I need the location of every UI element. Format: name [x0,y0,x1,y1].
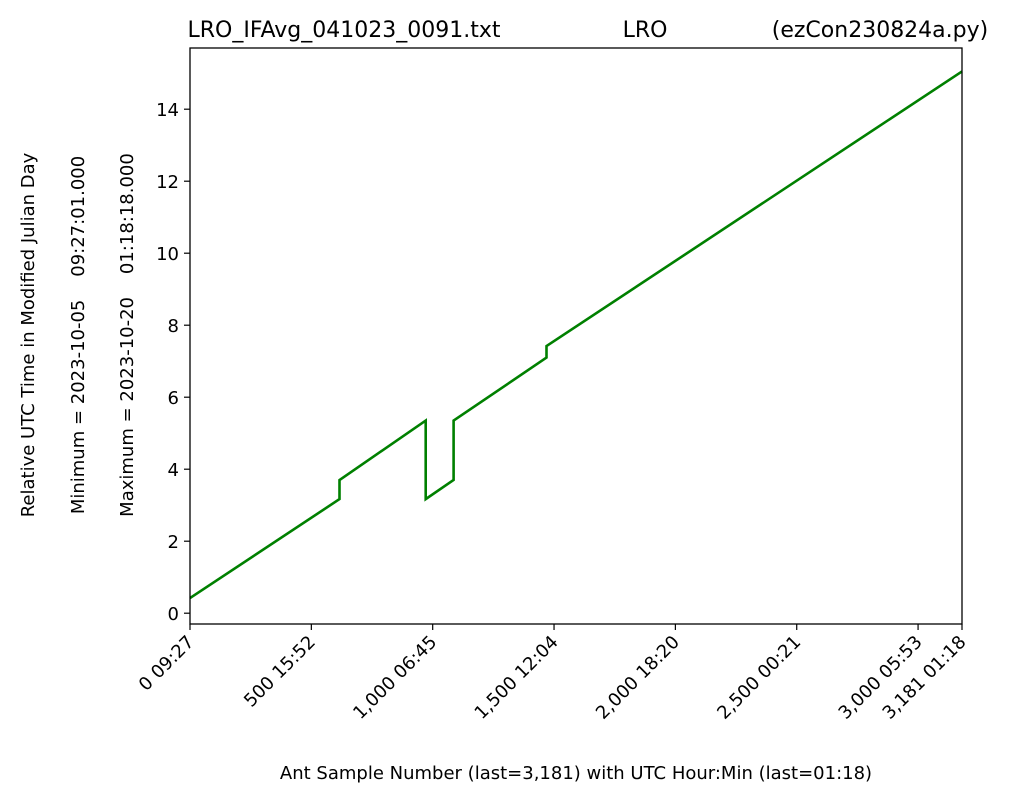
y-axis-maximum-label: Maximum = 2023-10-20 01:18:18.000 [117,153,138,517]
y-axis-minimum-label: Minimum = 2023-10-05 09:27:01.000 [68,156,89,514]
y-tick-label: 14 [156,100,179,121]
x-axis-label: Ant Sample Number (last=3,181) with UTC … [280,763,872,784]
chart-title-center: LRO [623,18,668,43]
series-line [189,70,963,600]
y-tick-label: 6 [168,388,179,409]
plot-frame [189,47,963,625]
y-tick-label: 2 [168,532,179,553]
y-tick-label: 8 [168,316,179,337]
y-axis-label: Relative UTC Time in Modified Julian Day [18,152,39,517]
y-tick-label: 12 [156,172,179,193]
chart-title-left: LRO_IFAvg_041023_0091.txt [188,18,501,43]
chart-title-right: (ezCon230824a.py) [772,18,988,43]
y-tick-label: 10 [156,244,179,265]
y-tick-label: 0 [168,604,179,625]
series-layer [189,70,963,600]
y-tick-label: 4 [168,460,179,481]
